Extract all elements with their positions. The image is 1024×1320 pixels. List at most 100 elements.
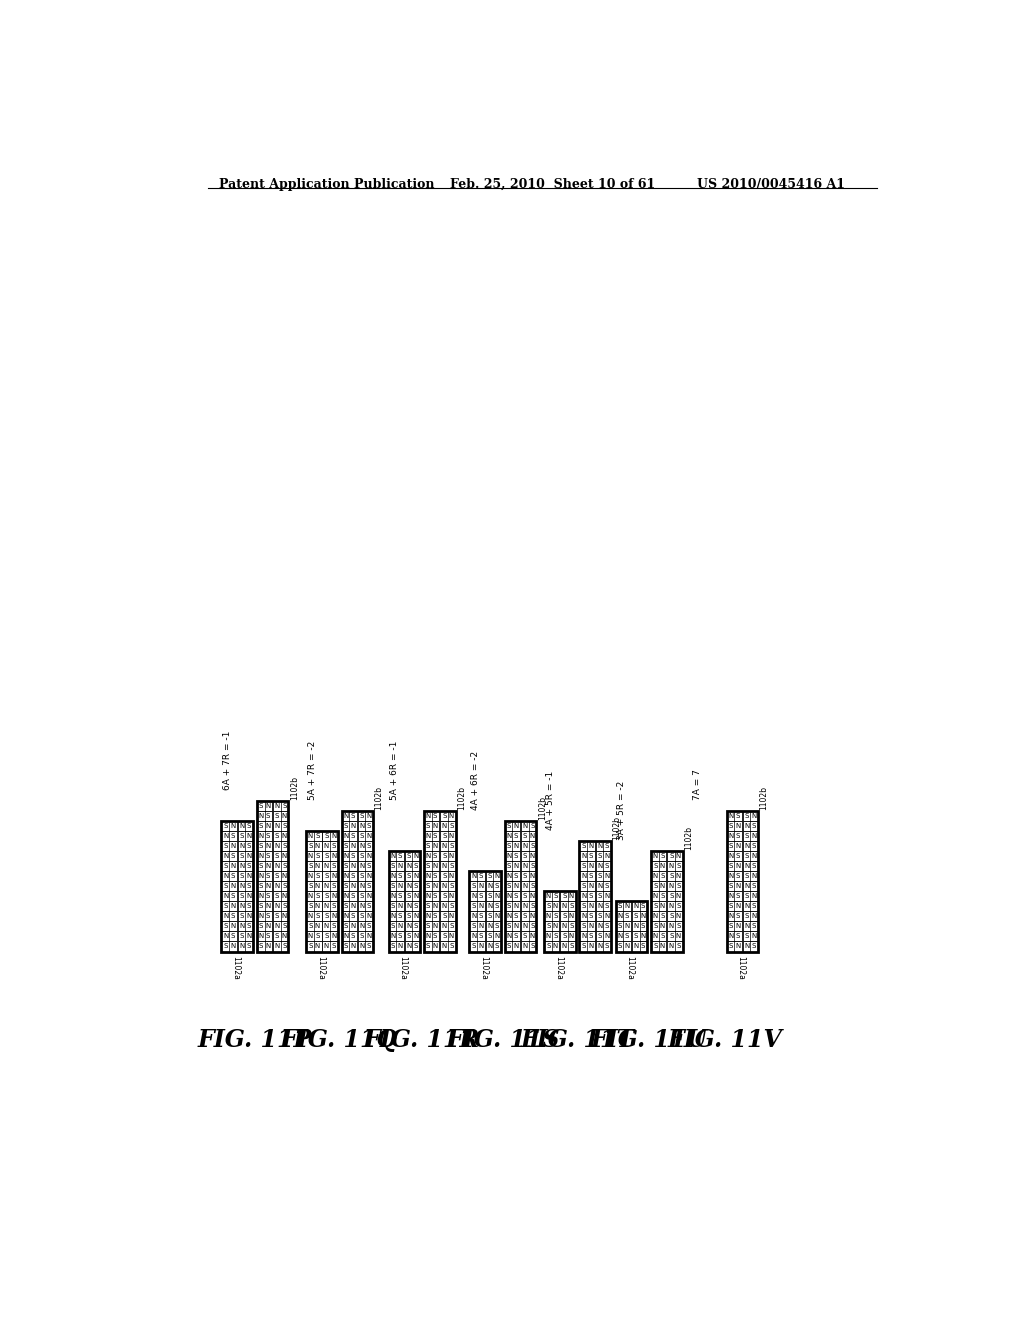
Text: N: N: [735, 883, 740, 890]
Bar: [424, 941, 439, 952]
Text: S: S: [514, 913, 518, 920]
Text: S: S: [605, 863, 609, 870]
Text: S: S: [514, 854, 518, 859]
Bar: [727, 902, 742, 911]
Text: N: N: [471, 894, 476, 899]
Bar: [727, 921, 742, 932]
Text: N: N: [265, 804, 270, 809]
Bar: [668, 851, 683, 862]
Bar: [306, 891, 322, 902]
Bar: [404, 871, 420, 882]
Text: N: N: [223, 854, 228, 859]
Text: N: N: [617, 913, 623, 920]
Text: N: N: [390, 854, 395, 859]
Text: S: S: [471, 903, 476, 909]
Text: N: N: [581, 894, 587, 899]
Bar: [560, 941, 575, 952]
Text: N: N: [744, 944, 750, 949]
Bar: [404, 882, 420, 891]
Text: S: S: [514, 833, 518, 840]
Text: S: S: [478, 874, 482, 879]
Bar: [257, 801, 272, 952]
Text: S: S: [282, 883, 287, 890]
Bar: [596, 882, 611, 891]
Text: S: S: [735, 874, 740, 879]
Bar: [221, 851, 237, 862]
Bar: [469, 891, 484, 902]
Text: S: S: [507, 924, 511, 929]
Text: N: N: [230, 863, 236, 870]
Text: S: S: [223, 883, 227, 890]
Text: S: S: [514, 874, 518, 879]
Text: S: S: [562, 913, 566, 920]
Text: N: N: [367, 894, 372, 899]
Bar: [238, 921, 253, 932]
Text: S: S: [744, 894, 749, 899]
Text: 1102a: 1102a: [231, 956, 241, 979]
Bar: [469, 921, 484, 932]
Text: N: N: [604, 874, 609, 879]
Bar: [388, 851, 403, 862]
Bar: [221, 932, 237, 941]
Text: N: N: [274, 903, 280, 909]
Bar: [560, 891, 575, 952]
Bar: [440, 932, 456, 941]
Text: S: S: [343, 903, 348, 909]
Text: N: N: [307, 854, 313, 859]
Text: S: S: [414, 863, 418, 870]
Text: N: N: [223, 833, 228, 840]
Text: S: S: [562, 933, 566, 940]
Bar: [342, 862, 357, 871]
Text: N: N: [274, 883, 280, 890]
Text: S: S: [653, 863, 657, 870]
Bar: [596, 841, 611, 952]
Text: N: N: [522, 863, 527, 870]
Text: N: N: [553, 903, 558, 909]
Text: S: S: [605, 843, 609, 849]
Text: S: S: [247, 843, 251, 849]
Text: S: S: [282, 804, 287, 809]
Text: S: S: [670, 874, 674, 879]
Text: S: S: [325, 854, 329, 859]
Text: S: S: [266, 913, 270, 920]
Bar: [306, 851, 322, 862]
Bar: [505, 911, 520, 921]
Text: S: S: [230, 833, 234, 840]
Text: FIG. 11Q: FIG. 11Q: [281, 1028, 398, 1052]
Text: S: S: [625, 913, 629, 920]
Text: N: N: [522, 843, 527, 849]
Text: N: N: [744, 924, 750, 929]
Text: S: S: [266, 894, 270, 899]
Text: N: N: [359, 824, 365, 829]
Bar: [357, 921, 373, 932]
Text: N: N: [604, 854, 609, 859]
Text: N: N: [425, 874, 431, 879]
Text: N: N: [744, 843, 750, 849]
Text: N: N: [359, 944, 365, 949]
Bar: [357, 932, 373, 941]
Text: S: S: [530, 944, 535, 949]
Bar: [742, 911, 758, 921]
Bar: [596, 932, 611, 941]
Text: S: S: [282, 843, 287, 849]
Text: S: S: [223, 944, 227, 949]
Text: N: N: [752, 813, 757, 820]
Text: S: S: [670, 933, 674, 940]
Bar: [306, 921, 322, 932]
Text: N: N: [652, 854, 657, 859]
Text: S: S: [315, 833, 319, 840]
Bar: [306, 832, 322, 952]
Bar: [505, 882, 520, 891]
Bar: [273, 941, 289, 952]
Text: S: S: [407, 933, 411, 940]
Text: N: N: [230, 824, 236, 829]
Bar: [404, 932, 420, 941]
Text: N: N: [282, 894, 287, 899]
Text: N: N: [390, 874, 395, 879]
Bar: [221, 862, 237, 871]
Text: 1102b: 1102b: [538, 796, 547, 820]
Text: S: S: [350, 813, 355, 820]
Bar: [440, 841, 456, 851]
Bar: [440, 851, 456, 862]
Bar: [544, 932, 559, 941]
